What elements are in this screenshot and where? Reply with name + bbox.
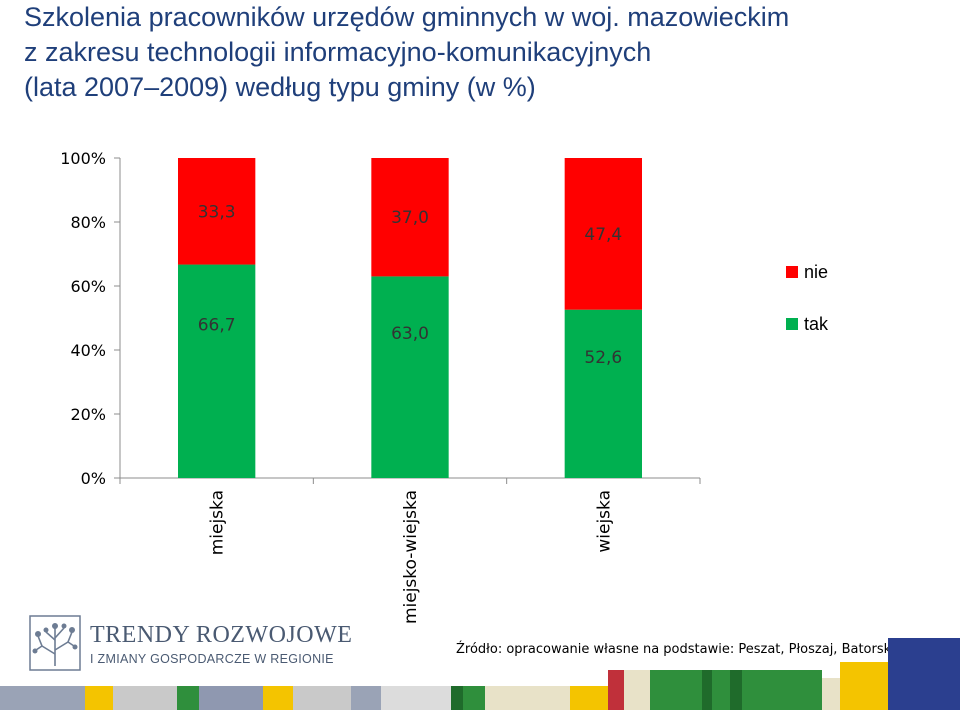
title-line-1: Szkolenia pracowników urzędów gminnych w… (24, 2, 790, 32)
circuit-tree-icon (29, 615, 81, 671)
legend-swatch-nie (786, 266, 798, 278)
bar-segment-tak-2 (371, 276, 449, 478)
data-label-tak-1: 66,7 (198, 315, 236, 335)
title-line-2: z zakresu technologii informacyjno-komun… (24, 37, 652, 67)
legend-label-tak: tak (804, 314, 829, 334)
data-label-tak-2: 63,0 (391, 324, 429, 344)
data-label-tak-3: 52,6 (584, 348, 622, 368)
bar-segment-tak-1 (178, 264, 256, 478)
source-note: Źródło: opracowanie własne na podstawie:… (456, 642, 937, 657)
stacked-bar-chart: 0% 20% 40% 60% 80% 100% 66,7 33,3 miejska 63,0 37,… (60, 149, 829, 624)
logo-text-main: TRENDY ROZWOJOWE (90, 622, 353, 648)
x-category-label: miejsko-wiejska (401, 490, 421, 624)
y-tick-label: 20% (70, 405, 106, 424)
data-label-nie-2: 37,0 (391, 208, 429, 228)
x-category-label: miejska (208, 490, 228, 555)
bar-segment-tak-3 (564, 309, 642, 478)
title-line-3: (lata 2007–2009) według typu gminy (w %) (24, 72, 536, 102)
y-tick-label: 100% (60, 149, 106, 168)
bar-segment-nie-1 (178, 158, 256, 265)
y-tick-label: 0% (81, 469, 106, 488)
bar-segment-nie-2 (371, 158, 449, 277)
chart-title: Szkolenia pracowników urzędów gminnych w… (24, 0, 954, 105)
logo: TRENDY ROZWOJOWE I ZMIANY GOSPODARCZE W … (28, 614, 352, 672)
bar-segment-nie-3 (564, 158, 642, 310)
y-tick-label: 60% (70, 277, 106, 296)
y-tick-label: 40% (70, 341, 106, 360)
data-label-nie-1: 33,3 (198, 202, 236, 222)
legend-swatch-tak (786, 318, 798, 330)
y-tick-label: 80% (70, 213, 106, 232)
legend-label-nie: nie (804, 262, 828, 282)
logo-text-sub: I ZMIANY GOSPODARCZE W REGIONIE (90, 652, 334, 666)
data-label-nie-3: 47,4 (584, 225, 622, 245)
x-category-label: wiejska (594, 490, 614, 553)
